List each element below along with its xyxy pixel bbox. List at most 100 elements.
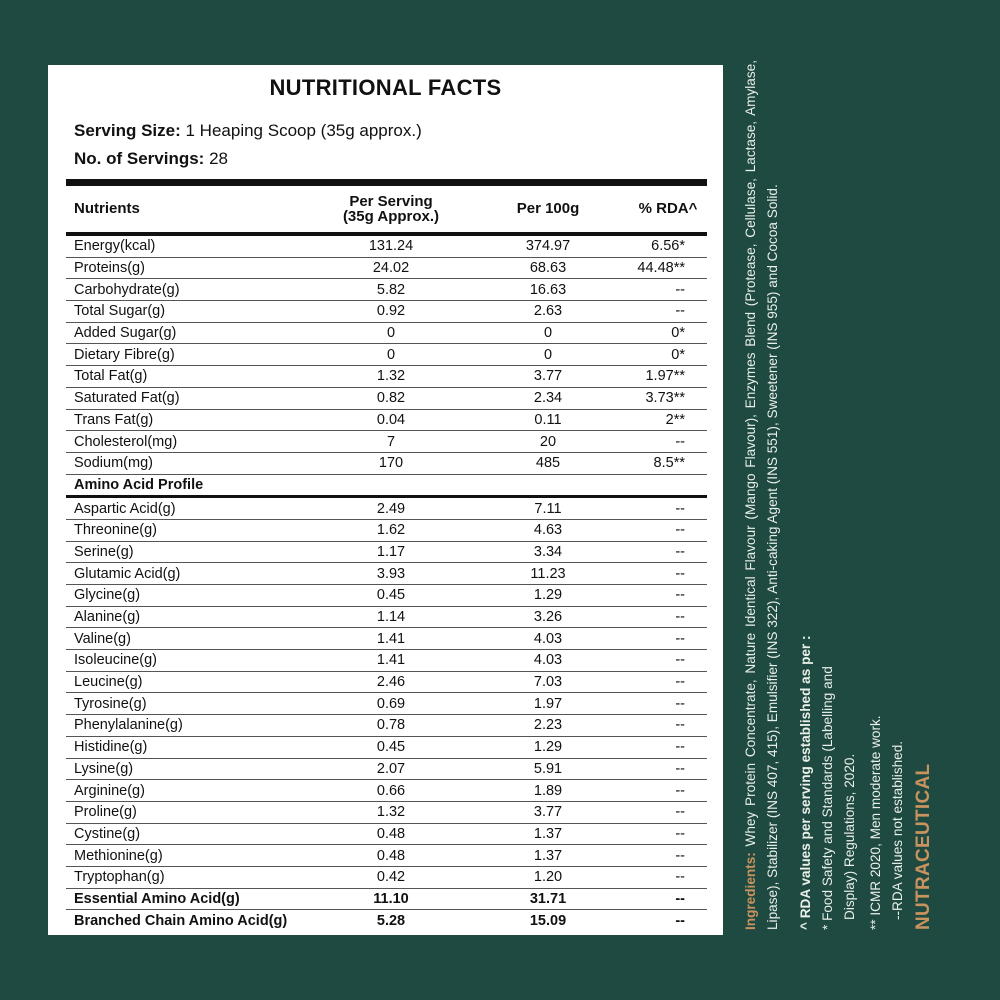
nutrient-name: Glycine(g) bbox=[66, 584, 315, 607]
rda-value: -- bbox=[629, 584, 707, 607]
per-100g-value: 1.37 bbox=[467, 823, 629, 846]
rda-value: -- bbox=[629, 736, 707, 759]
nutrient-name: Saturated Fat(g) bbox=[66, 387, 315, 410]
per-100g-value: 5.91 bbox=[467, 758, 629, 781]
nutrient-name: Tyrosine(g) bbox=[66, 692, 315, 716]
per-100g-value: 3.34 bbox=[467, 541, 629, 564]
per-100g-value: 15.09 bbox=[529, 912, 567, 929]
nutrient-name: Proteins(g) bbox=[66, 257, 315, 280]
per-serving-value: 0.48 bbox=[315, 844, 467, 867]
per-serving-value: 0.42 bbox=[315, 866, 467, 889]
nutrition-table: Nutrients Per Serving (35g Approx.) Per 1… bbox=[66, 185, 707, 931]
per-serving-value: 0.92 bbox=[315, 300, 467, 323]
nutrient-name: Threonine(g) bbox=[66, 519, 315, 542]
table-row: Cholesterol(mg) 7 20 -- bbox=[66, 430, 707, 453]
table-row: Phenylalanine(g) 0.78 2.23 -- bbox=[66, 714, 707, 737]
table-row: Arginine(g) 0.66 1.89 -- bbox=[66, 779, 707, 802]
per-100g-value: 3.26 bbox=[467, 606, 629, 629]
rda-value: -- bbox=[629, 671, 707, 694]
table-row: Added Sugar(g) 0 0 0* bbox=[66, 322, 707, 345]
per-serving-value: 0.66 bbox=[315, 779, 467, 802]
nutrient-name: Arginine(g) bbox=[66, 779, 315, 802]
rda-note-double-star: ** ICMR 2020, Men moderate work. bbox=[868, 715, 883, 930]
per-serving-value: 1.17 bbox=[315, 541, 467, 564]
ingredients-text: Whey Protein Concentrate, Nature Identic… bbox=[743, 60, 780, 930]
table-row: Histidine(g) 0.45 1.29 -- bbox=[66, 736, 707, 759]
per-100g-value: 374.97 bbox=[467, 234, 629, 258]
rda-value: -- bbox=[629, 300, 707, 323]
rda-value: 1.97** bbox=[629, 365, 707, 388]
table-row: Carbohydrate(g) 5.82 16.63 -- bbox=[66, 278, 707, 302]
per-100g-value: 0 bbox=[467, 343, 629, 367]
rda-value: -- bbox=[629, 801, 707, 824]
per-100g-value: 2.63 bbox=[467, 300, 629, 323]
nutrient-name: Isoleucine(g) bbox=[66, 649, 315, 672]
nutrient-name: Added Sugar(g) bbox=[66, 322, 315, 345]
rda-value: -- bbox=[629, 519, 707, 542]
divider-bar bbox=[66, 179, 707, 186]
per-100g-value: 485 bbox=[467, 452, 629, 475]
per-serving-value: 3.93 bbox=[315, 562, 467, 585]
nutrient-name: Serine(g) bbox=[66, 541, 315, 564]
nutrient-name: Essential Amino Acid(g) bbox=[66, 888, 315, 911]
per-100g-value: 7.11 bbox=[467, 496, 629, 520]
per-serving-value: 2.49 bbox=[315, 496, 467, 520]
per-serving-value: 24.02 bbox=[315, 257, 467, 280]
per-serving-value: 5.28 bbox=[376, 912, 406, 929]
serving-size-label: Serving Size: bbox=[74, 121, 181, 140]
per-serving-value: 170 bbox=[315, 452, 467, 475]
col-per-100g: Per 100g bbox=[516, 200, 580, 217]
rda-value: -- bbox=[629, 606, 707, 629]
nutrient-name: Carbohydrate(g) bbox=[66, 278, 315, 302]
per-100g-value: 7.03 bbox=[467, 671, 629, 694]
nutrient-name: Leucine(g) bbox=[66, 671, 315, 694]
col-per-serving: Per Serving (35g Approx.) bbox=[342, 192, 440, 225]
rda-value: 44.48** bbox=[629, 257, 707, 280]
per-100g-value: 4.03 bbox=[467, 649, 629, 672]
rda-value: -- bbox=[629, 888, 707, 911]
nutrient-name: Tryptophan(g) bbox=[66, 866, 315, 889]
per-serving-value: 0.69 bbox=[315, 692, 467, 716]
total-row: Branched Chain Amino Acid(g) 5.28 15.09 -- bbox=[66, 910, 707, 931]
per-100g-value: 16.63 bbox=[467, 278, 629, 302]
total-row: Essential Amino Acid(g) 11.10 31.71 -- bbox=[66, 888, 707, 911]
table-row: Alanine(g) 1.14 3.26 -- bbox=[66, 606, 707, 629]
table-row: Proteins(g) 24.02 68.63 44.48** bbox=[66, 257, 707, 280]
rda-value: 2** bbox=[629, 409, 707, 432]
per-serving-value: 2.46 bbox=[315, 671, 467, 694]
rda-note-star-cont: Display) Regulations, 2020. bbox=[842, 753, 857, 920]
rda-value: -- bbox=[629, 496, 707, 520]
per-100g-value: 2.34 bbox=[467, 387, 629, 410]
amino-section-row: Amino Acid Profile bbox=[66, 474, 707, 499]
nutrient-name: Methionine(g) bbox=[66, 844, 315, 867]
table-row: Threonine(g) 1.62 4.63 -- bbox=[66, 519, 707, 542]
per-serving-value: 0 bbox=[315, 322, 467, 345]
per-serving-value: 7 bbox=[315, 430, 467, 453]
nutrient-name: Total Fat(g) bbox=[66, 365, 315, 388]
per-serving-value: 0.45 bbox=[315, 584, 467, 607]
table-row: Serine(g) 1.17 3.34 -- bbox=[66, 541, 707, 564]
nutrition-panel: NUTRITIONAL FACTS Serving Size: 1 Heapin… bbox=[48, 65, 723, 935]
per-serving-value: 11.10 bbox=[315, 888, 467, 911]
per-100g-value: 3.77 bbox=[467, 801, 629, 824]
table-row: Tryptophan(g) 0.42 1.20 -- bbox=[66, 866, 707, 889]
table-row: Saturated Fat(g) 0.82 2.34 3.73** bbox=[66, 387, 707, 410]
table-row: Isoleucine(g) 1.41 4.03 -- bbox=[66, 649, 707, 672]
per-100g-value: 20 bbox=[467, 430, 629, 453]
panel-title: NUTRITIONAL FACTS bbox=[269, 75, 502, 100]
per-serving-value: 131.24 bbox=[315, 234, 467, 258]
rda-value: -- bbox=[629, 823, 707, 846]
rda-value: 8.5** bbox=[629, 452, 707, 475]
table-body: Energy(kcal) 131.24 374.97 6.56* Proteins(g)… bbox=[66, 234, 707, 931]
per-100g-value: 1.29 bbox=[467, 584, 629, 607]
table-row: Sodium(mg) 170 485 8.5** bbox=[66, 452, 707, 475]
nutrient-name: Trans Fat(g) bbox=[66, 409, 315, 432]
per-100g-value: 0.11 bbox=[467, 409, 629, 432]
rda-value: -- bbox=[629, 649, 707, 672]
per-100g-value: 4.63 bbox=[467, 519, 629, 542]
ingredients-label: Ingredients: bbox=[743, 852, 758, 930]
brand-logo: NUTRACEUTICAL bbox=[913, 763, 934, 930]
per-serving-value: 0.45 bbox=[315, 736, 467, 759]
table-row: Dietary Fibre(g) 0 0 0* bbox=[66, 343, 707, 367]
table-row: Lysine(g) 2.07 5.91 -- bbox=[66, 758, 707, 781]
